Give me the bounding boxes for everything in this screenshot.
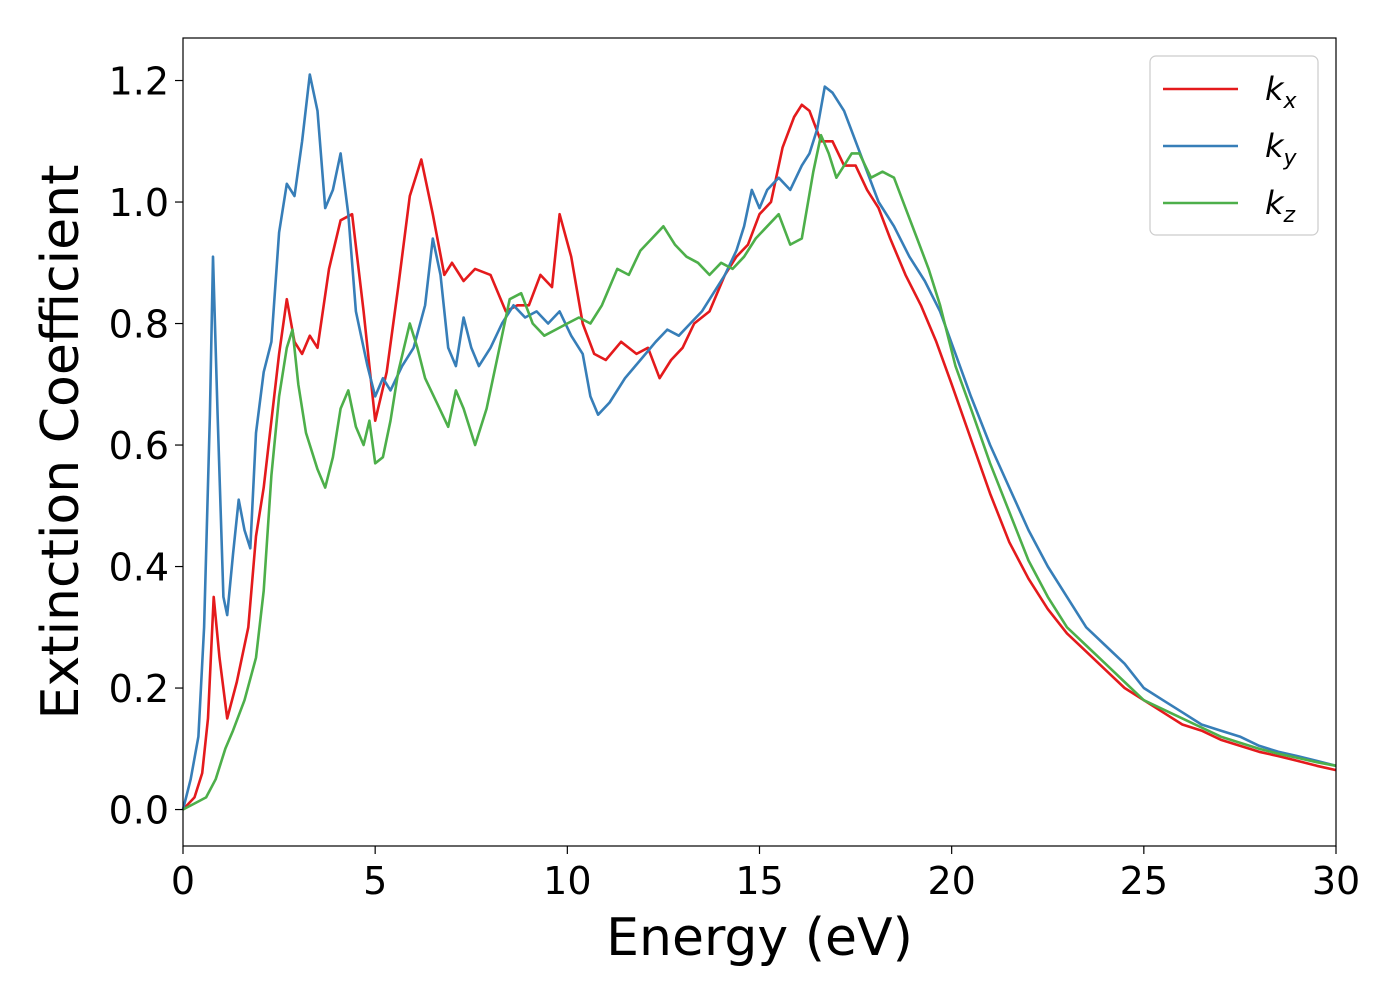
y-tick-label: 0.6 xyxy=(109,424,169,468)
y-tick-label: 0.4 xyxy=(109,546,169,590)
x-tick-label: 30 xyxy=(1312,859,1360,903)
y-axis-title: Extinction Coefficient xyxy=(31,165,91,720)
series-line-x xyxy=(182,103,1337,811)
x-tick-label: 5 xyxy=(363,859,387,903)
y-axis-ticks: 0.0 0.2 0.4 0.6 0.8 1.0 1.2 xyxy=(109,60,183,833)
plot-background xyxy=(183,38,1336,846)
x-axis-ticks: 0 5 10 15 20 25 30 xyxy=(171,846,1360,903)
x-tick-label: 10 xyxy=(543,859,591,903)
legend: kx ky kz xyxy=(1149,55,1319,236)
y-tick-label: 1.2 xyxy=(109,60,169,104)
legend-label-y: ky xyxy=(1265,127,1298,171)
y-tick-label: 1.0 xyxy=(109,181,169,225)
legend-label-x: kx xyxy=(1265,70,1298,114)
legend-label-z: kz xyxy=(1265,184,1296,228)
x-tick-label: 0 xyxy=(171,859,195,903)
series-layer xyxy=(181,73,1337,811)
series-line-y xyxy=(181,73,1337,810)
y-tick-label: 0.8 xyxy=(109,303,169,347)
x-axis-title: Energy (eV) xyxy=(606,908,913,968)
x-tick-label: 15 xyxy=(735,859,783,903)
x-tick-label: 20 xyxy=(927,859,975,903)
y-tick-label: 0.0 xyxy=(109,789,169,833)
y-tick-label: 0.2 xyxy=(109,667,169,711)
x-tick-label: 25 xyxy=(1120,859,1168,903)
series-line-z xyxy=(182,133,1337,811)
